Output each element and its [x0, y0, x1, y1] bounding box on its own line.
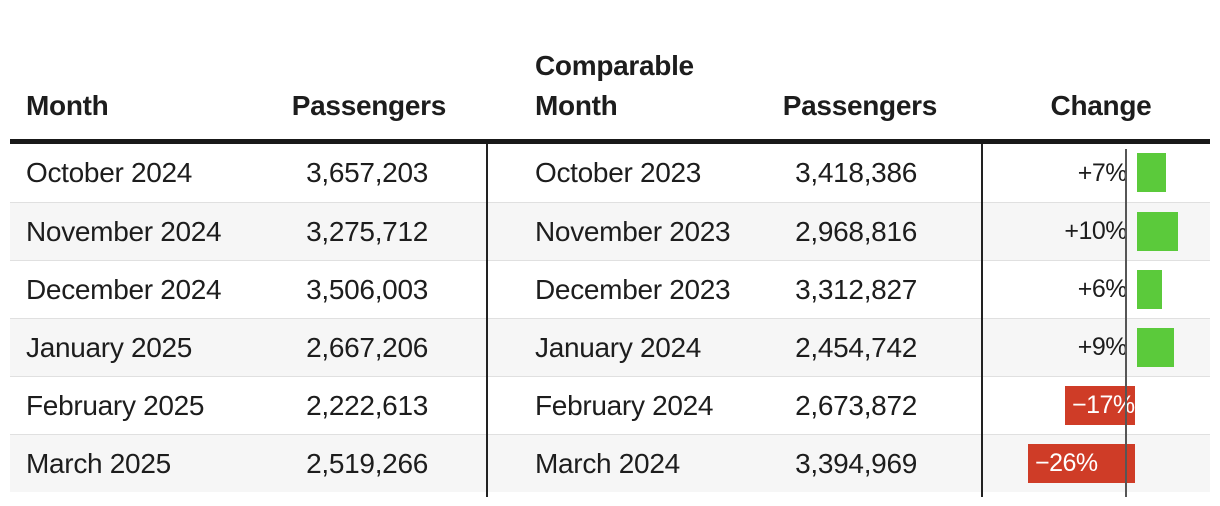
change-label: +9%: [1077, 333, 1128, 361]
change-cell: +9%: [992, 319, 1210, 376]
passengers-cell: 2,222,613: [306, 389, 428, 421]
header-comparable-passengers: Passengers: [782, 90, 938, 122]
table-row: November 2024 3,275,712 November 2023 2,…: [10, 202, 1210, 260]
table-row: October 2024 3,657,203 October 2023 3,41…: [10, 144, 1210, 202]
positive-change-bar: [1137, 212, 1178, 251]
change-label: +7%: [1077, 158, 1128, 187]
comparable-passengers-cell: 2,673,872: [795, 389, 917, 421]
comparable-month-cell: March 2024: [535, 447, 680, 479]
month-cell: October 2024: [26, 157, 193, 188]
passengers-cell: 3,275,712: [306, 215, 428, 247]
comparable-passengers-cell: 3,418,386: [795, 157, 917, 188]
comparable-month-cell: January 2024: [535, 331, 702, 363]
month-cell: December 2024: [26, 273, 222, 305]
change-cell: +7%: [992, 144, 1210, 202]
data-table: Month Passengers Comparable Month Passen…: [10, 0, 1210, 492]
change-label: +10%: [1064, 217, 1127, 245]
header-month: Month: [26, 90, 109, 122]
comparable-month-cell: December 2023: [535, 273, 731, 305]
negative-change-bar: −26%: [1028, 444, 1135, 483]
comparable-month-cell: February 2024: [535, 389, 714, 421]
comparable-month-cell: November 2023: [535, 215, 731, 247]
table-body: October 2024 3,657,203 October 2023 3,41…: [10, 144, 1210, 492]
change-cell: +6%: [992, 261, 1210, 318]
table-row: February 2025 2,222,613 February 2024 2,…: [10, 376, 1210, 434]
column-divider: [486, 144, 488, 497]
month-cell: February 2025: [26, 389, 205, 421]
table-row: January 2025 2,667,206 January 2024 2,45…: [10, 318, 1210, 376]
change-cell: −26%: [992, 435, 1210, 492]
header-passengers: Passengers: [291, 90, 447, 122]
passengers-cell: 2,519,266: [306, 447, 428, 479]
passengers-cell: 3,657,203: [306, 157, 428, 188]
header-comparable-month: Comparable Month: [535, 49, 694, 122]
change-label: +6%: [1077, 275, 1128, 303]
passengers-cell: 3,506,003: [306, 273, 428, 305]
month-cell: January 2025: [26, 331, 193, 363]
comparable-month-cell: October 2023: [535, 157, 702, 188]
change-label: −17%: [1072, 391, 1135, 419]
header-change: Change: [1050, 90, 1152, 122]
negative-change-bar: −17%: [1065, 386, 1135, 425]
table-header-row: Month Passengers Comparable Month Passen…: [10, 0, 1210, 144]
comparable-passengers-cell: 3,394,969: [795, 447, 917, 479]
change-label: −26%: [1035, 449, 1098, 477]
comparable-passengers-cell: 2,454,742: [795, 331, 917, 363]
column-divider: [981, 144, 983, 497]
table-row: December 2024 3,506,003 December 2023 3,…: [10, 260, 1210, 318]
positive-change-bar: [1137, 270, 1162, 309]
positive-change-bar: [1137, 153, 1166, 192]
month-cell: November 2024: [26, 215, 222, 247]
change-cell: +10%: [992, 203, 1210, 260]
month-cell: March 2025: [26, 447, 171, 479]
table-row: March 2025 2,519,266 March 2024 3,394,96…: [10, 434, 1210, 492]
positive-change-bar: [1137, 328, 1174, 367]
bar-zero-axis: [1125, 149, 1127, 497]
comparable-passengers-cell: 3,312,827: [795, 273, 917, 305]
change-cell: −17%: [992, 377, 1210, 434]
passengers-cell: 2,667,206: [306, 331, 428, 363]
comparable-passengers-cell: 2,968,816: [795, 215, 917, 247]
